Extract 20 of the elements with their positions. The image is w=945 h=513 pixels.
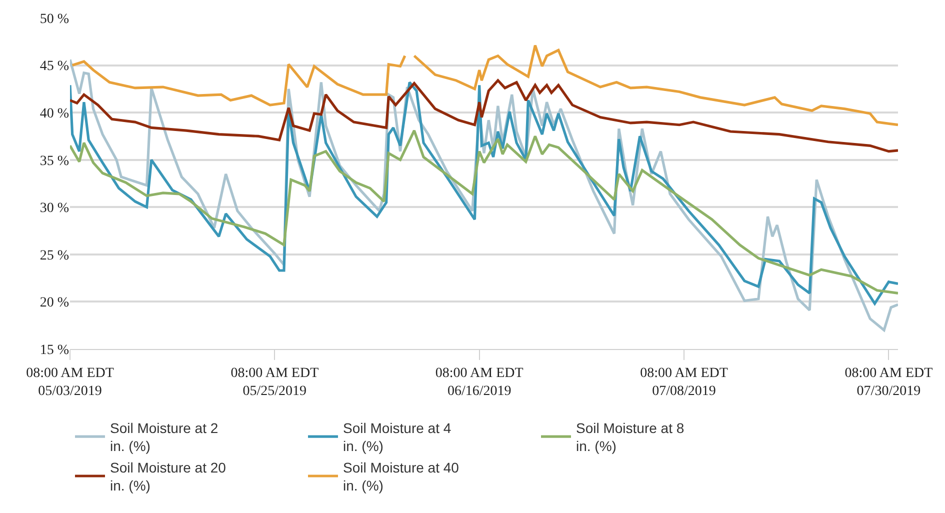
x-tick-label: 08:00 AM EDT 06/16/2019 (435, 366, 524, 399)
legend-label: Soil Moisture at 40 in. (%) (343, 459, 460, 494)
y-tick-label: 35 % (40, 154, 70, 169)
legend-label: Soil Moisture at 4 in. (%) (343, 420, 452, 454)
x-tick-label: 08:00 AM EDT 05/25/2019 (230, 366, 320, 399)
y-tick-label: 20 % (40, 296, 70, 311)
y-tick-label: 25 % (40, 248, 70, 264)
legend-label: Soil Moisture at 8 in. (%) (576, 420, 684, 454)
x-tick-label: 08:00 AM EDT 05/03/2019 (26, 366, 114, 399)
legend-label: Soil Moisture at 2 in. (%) (110, 420, 218, 454)
y-tick-label: 15 % (40, 342, 70, 358)
y-tick-label: 45 % (40, 59, 70, 74)
y-tick-label: 40 % (40, 106, 70, 122)
legend-label: Soil Moisture at 20 in. (%) (110, 459, 226, 494)
line-series (70, 79, 898, 153)
line-series (70, 129, 898, 294)
x-tick-label: 08:00 AM EDT 07/08/2019 (640, 366, 728, 399)
y-tick-label: 50 % (40, 12, 70, 27)
y-tick-label: 30 % (40, 201, 70, 216)
x-tick-label: 08:00 AM EDT 07/30/2019 (844, 366, 934, 399)
